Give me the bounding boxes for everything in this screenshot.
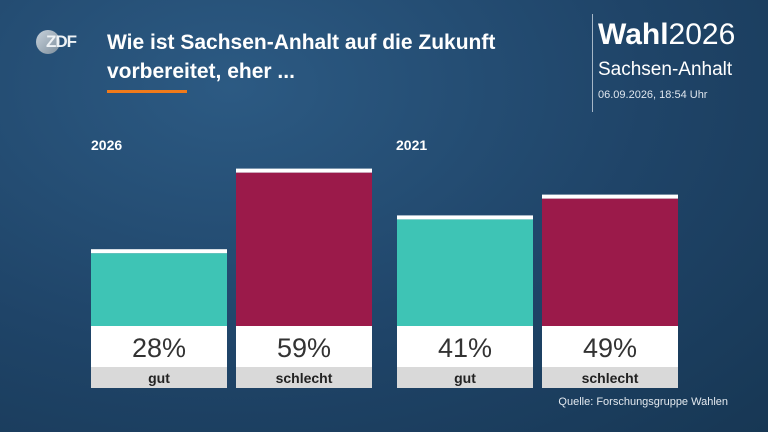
source-note: Quelle: Forschungsgruppe Wahlen: [558, 396, 728, 408]
bar-cap-2026-schlecht: [236, 168, 372, 173]
value-box-2021-gut: [397, 326, 533, 367]
data-label-2026-gut: 28%: [132, 333, 186, 363]
data-label-2021-schlecht: 49%: [583, 333, 637, 363]
data-label-2026-schlecht: 59%: [277, 333, 331, 363]
header-divider: [592, 14, 593, 112]
wahl-brand-bold: Wahl: [598, 18, 669, 51]
zdf-logo-disc: [36, 30, 60, 54]
timestamp: 06.09.2026, 18:54 Uhr: [598, 89, 708, 101]
bar-2021-schlecht: [542, 198, 678, 326]
bar-cap-2026-gut: [91, 249, 227, 254]
chart-title: Wie ist Sachsen-Anhalt auf die Zukunft v…: [107, 31, 496, 83]
wahl-brand-year: 2026: [668, 18, 736, 51]
category-box-2026-gut: [91, 367, 227, 388]
title-accent-line: [107, 90, 187, 93]
bar-cap-2021-schlecht: [542, 194, 678, 199]
value-box-2026-schlecht: [236, 326, 372, 367]
category-box-2021-gut: [397, 367, 533, 388]
category-box-2026-schlecht: [236, 367, 372, 388]
category-label-2021-gut: gut: [454, 370, 476, 386]
group-label-2026: 2026: [91, 137, 123, 153]
zdf-logo-text: ZDF: [46, 32, 77, 51]
value-box-2021-schlecht: [542, 326, 678, 367]
region-name: Sachsen-Anhalt: [598, 59, 733, 80]
category-label-2026-gut: gut: [148, 370, 170, 386]
category-label-2026-schlecht: schlecht: [276, 370, 333, 386]
group-label-2021: 2021: [396, 137, 428, 153]
data-label-2021-gut: 41%: [438, 333, 492, 363]
bar-cap-2021-gut: [397, 215, 533, 220]
wahl-brand: Wahl2026: [598, 18, 735, 52]
value-box-2026-gut: [91, 326, 227, 367]
bar-2026-gut: [91, 253, 227, 326]
zdf-logo: ZDF: [36, 30, 88, 54]
bar-2021-gut: [397, 219, 533, 326]
category-box-2021-schlecht: [542, 367, 678, 388]
bar-2026-schlecht: [236, 172, 372, 326]
category-label-2021-schlecht: schlecht: [582, 370, 639, 386]
